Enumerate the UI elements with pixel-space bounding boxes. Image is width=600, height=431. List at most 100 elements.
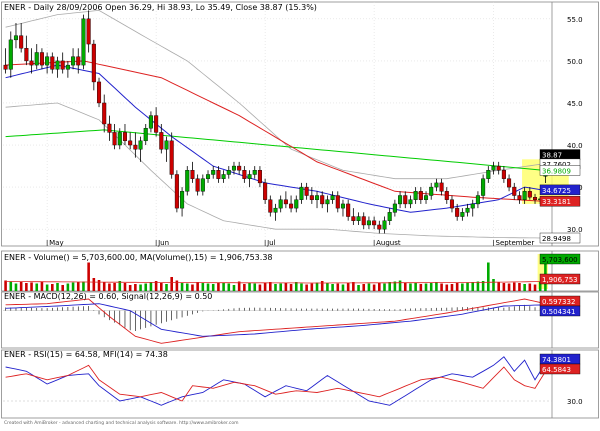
candle-body: [361, 216, 366, 226]
price-tag-label: 38.87: [542, 152, 562, 160]
candle-body: [398, 195, 403, 205]
candle-body: [252, 170, 257, 175]
candle-body: [19, 35, 24, 49]
candle-body: [133, 144, 138, 150]
ma-green-line: [5, 129, 546, 171]
candle-body: [501, 170, 506, 179]
candle-body: [211, 170, 216, 175]
candle-body: [387, 212, 392, 221]
candle-body: [169, 140, 174, 175]
macd-line: [5, 298, 546, 344]
candle-body: [221, 174, 226, 179]
price-tag-label: 36.9809: [542, 167, 571, 175]
month-label: August: [376, 239, 401, 247]
candle-body: [273, 207, 278, 213]
candle-body: [377, 224, 382, 230]
candle-body: [475, 195, 480, 205]
candle-body: [237, 165, 242, 171]
candle-body: [455, 207, 460, 217]
candle-body: [102, 102, 107, 125]
volume-ma-tag-box: [539, 273, 581, 285]
candle-body: [382, 220, 387, 230]
candle-body: [325, 199, 330, 205]
candle-body: [3, 64, 8, 70]
candle-body: [29, 60, 34, 66]
bollinger-upper-line: [5, 9, 546, 180]
candle-body: [408, 199, 413, 205]
candle-body: [444, 191, 449, 200]
price-tick-label: 45.0: [567, 100, 583, 108]
candle-body: [180, 191, 185, 209]
candle-body: [527, 191, 532, 198]
month-label: September: [496, 239, 535, 247]
candle-body: [257, 170, 262, 184]
candle-body: [138, 140, 143, 150]
volume-ma-tag-label: 1,906,753: [542, 276, 578, 284]
candle-body: [268, 199, 273, 213]
rsi-panel-frame: [1, 349, 599, 419]
candle-body: [320, 195, 325, 205]
candle-body: [71, 56, 76, 66]
month-label: May: [49, 239, 63, 247]
candle-body: [418, 191, 423, 200]
macd-signal-tag-box: [539, 305, 581, 317]
candle-body: [315, 195, 320, 200]
candle-body: [486, 170, 491, 179]
candle-body: [216, 170, 221, 179]
price-tag-label: 37.7602: [542, 161, 571, 169]
candle-body: [231, 165, 236, 171]
month-label: Jul: [266, 239, 276, 247]
candle-body: [434, 182, 439, 188]
candle-body: [122, 132, 127, 142]
candle-body: [491, 165, 496, 171]
rsi-tick-label: 30.0: [567, 398, 583, 406]
footer-credit: Created with AmiBroker - advanced charti…: [4, 420, 238, 426]
candle-body: [340, 203, 345, 209]
candle-body: [356, 216, 361, 221]
candle-body: [263, 182, 268, 200]
candle-body: [200, 178, 205, 192]
macd-tag-label: 0.597332: [542, 298, 575, 306]
volume-panel-frame: [1, 250, 599, 292]
candle-body: [351, 216, 356, 221]
price-tag-box: [539, 232, 581, 244]
candle-body: [299, 186, 304, 200]
candle-body: [159, 132, 164, 150]
candle-body: [91, 43, 96, 83]
candle-body: [439, 182, 444, 192]
candle-body: [429, 186, 434, 196]
candle-body: [278, 199, 283, 209]
candle-body: [81, 18, 86, 66]
candle-body: [242, 170, 247, 179]
price-tag-label: 28.9498: [542, 235, 571, 243]
candle-body: [34, 52, 39, 66]
candle-body: [372, 220, 377, 226]
candle-body: [174, 174, 179, 209]
mfi-tag-label: 74.3801: [542, 356, 571, 364]
candle-body: [366, 220, 371, 226]
candle-body: [24, 48, 29, 62]
candle-body: [517, 195, 522, 200]
candle-body: [206, 174, 211, 179]
candle-body: [8, 39, 13, 70]
candle-body: [143, 128, 148, 142]
candle-body: [128, 140, 133, 146]
candle-body: [449, 199, 454, 209]
mfi-line: [5, 356, 546, 406]
price-tag-box: [539, 184, 581, 196]
volume-ma-line: [5, 281, 546, 284]
candle-body: [45, 56, 50, 66]
price-tick-label: 50.0: [567, 58, 583, 66]
bollinger-lower-line: [5, 102, 546, 239]
price-tick-label: 55.0: [567, 16, 583, 24]
candle-body: [512, 186, 517, 196]
candle-body: [522, 191, 527, 200]
rsi-header: ENER - RSI(15) = 64.58, MFI(14) = 74.38: [4, 350, 168, 359]
candle-body: [289, 203, 294, 209]
candle-body: [465, 207, 470, 213]
candle-body: [460, 212, 465, 217]
candle-body: [117, 132, 122, 146]
macd-header: ENER - MACD(12,26) = 0.60, Signal(12,26,…: [4, 292, 212, 301]
candle-body: [190, 170, 195, 179]
candle-body: [55, 60, 60, 70]
